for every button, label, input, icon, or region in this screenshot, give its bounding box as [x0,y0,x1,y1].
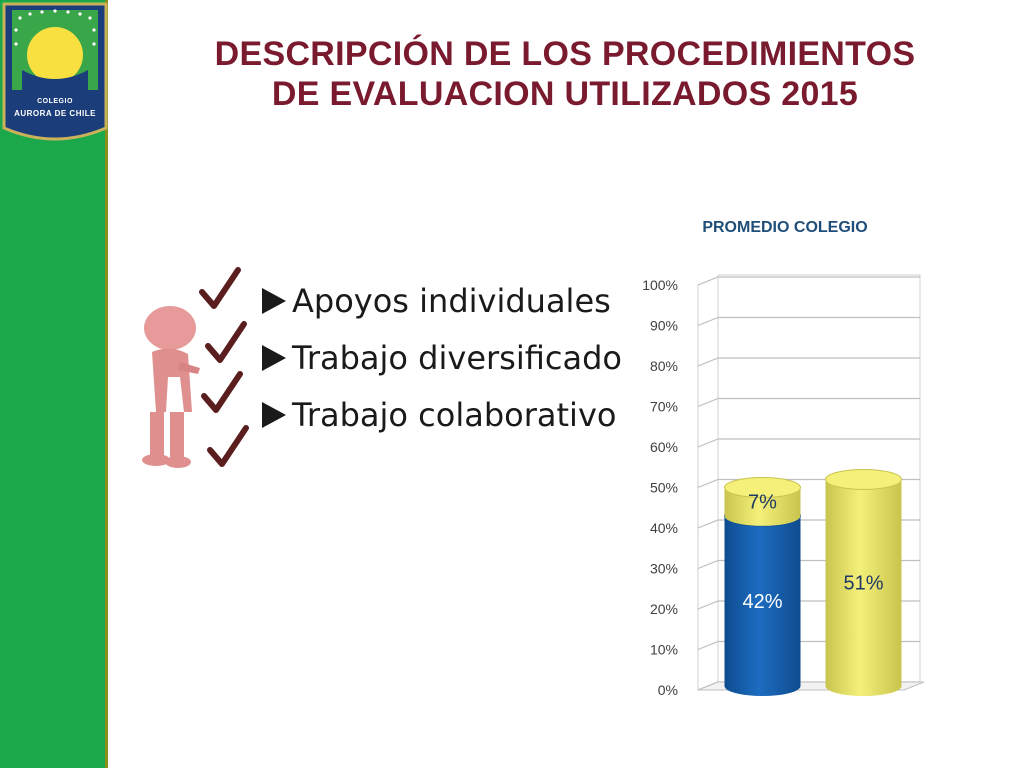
y-tick-label: 20% [650,601,678,617]
slide-title-line1: DESCRIPCIÓN DE LOS PROCEDIMIENTOS [214,35,916,73]
y-tick-label: 50% [650,480,678,496]
chart-gridline [697,276,920,286]
person-checklist-illustration [142,267,249,468]
logo-text-school-name: AURORA DE CHILE [14,109,96,118]
bar-segment [825,479,902,696]
logo-shield-icon [2,2,108,141]
procedures-list: Apoyos individuales Trabajo diversificad… [262,272,622,443]
y-tick-label: 70% [650,399,678,415]
chart-gridline [697,438,920,448]
triangle-bullet-icon [262,287,286,314]
chart-gridline [697,316,920,327]
checkmark-icons [199,267,249,467]
y-tick-label: 10% [650,642,678,658]
stacked-3d-bar-chart: 0% 10% 20% 30% 40% 50% 60% 70% 80% 90% 100% 42% 7%… [642,274,925,698]
chart-gridline [697,397,920,408]
person-figure-icon [142,306,200,468]
logo-text-college: COLEGIO [37,98,73,105]
bar-segment-top [825,468,902,490]
data-label: 42% [742,591,782,613]
y-tick-label: 100% [642,277,678,293]
y-tick-label: 90% [650,318,678,334]
y-tick-label: 60% [650,439,678,455]
data-label: 7% [748,492,777,514]
bar-segment [724,487,801,526]
list-item-label: Trabajo colaborativo [292,395,617,434]
list-item: Apoyos individuales [262,272,622,329]
slide-title: DESCRIPCIÓN DE LOS PROCEDIMIENTOS DE EVA… [130,34,1000,114]
y-tick-label: 40% [650,520,678,536]
list-item: Trabajo diversificado [262,329,622,386]
chart-gridline [697,357,920,367]
triangle-bullet-icon [262,401,286,428]
bar-segment-top [724,477,801,499]
bar-segment [724,515,801,696]
school-logo: COLEGIO AURORA DE CHILE [0,0,110,150]
y-tick-label: 30% [650,561,678,577]
chart-title: PROMEDIO COLEGIO [702,219,868,236]
y-tick-label: 80% [650,358,678,374]
triangle-bullet-icon [262,344,286,371]
slide-title-line2: DE EVALUACION UTILIZADOS 2015 [271,75,859,113]
y-tick-label: 0% [658,682,678,698]
data-label: 51% [843,573,883,595]
list-item: Trabajo colaborativo [262,386,622,443]
list-item-label: Trabajo diversificado [292,338,622,377]
list-item-label: Apoyos individuales [292,281,611,320]
